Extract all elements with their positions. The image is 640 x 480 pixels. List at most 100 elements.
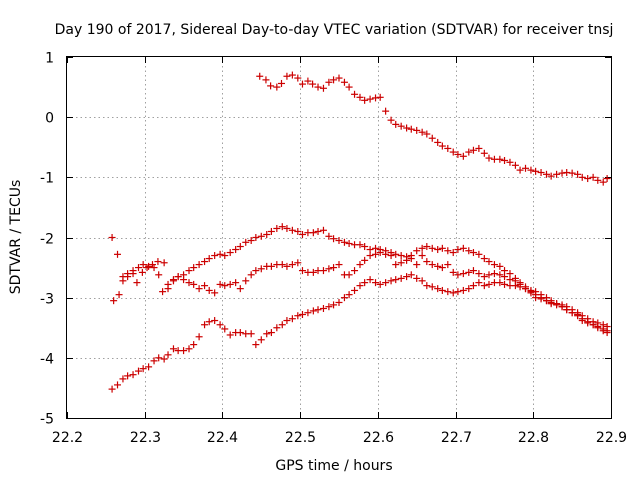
- data-point: [387, 116, 395, 124]
- data-point: [469, 267, 477, 275]
- y-tick-label: -1: [40, 171, 54, 187]
- data-point: [407, 125, 415, 133]
- y-tick-label: 1: [45, 51, 54, 67]
- data-point: [145, 363, 153, 371]
- x-tick-label: 22.6: [363, 430, 394, 446]
- y-tick-label: -2: [40, 232, 54, 248]
- data-point: [356, 282, 364, 290]
- data-point: [438, 286, 446, 294]
- data-point: [516, 166, 524, 174]
- data-point: [221, 282, 229, 290]
- x-tick-label: 22.9: [596, 430, 627, 446]
- data-point: [283, 317, 291, 325]
- data-point: [506, 276, 514, 284]
- data-point: [485, 271, 493, 279]
- data-point: [496, 262, 504, 270]
- data-point: [325, 78, 333, 86]
- data-point: [180, 347, 188, 355]
- data-point: [496, 155, 504, 163]
- x-tick-label: 22.8: [518, 430, 549, 446]
- data-point: [527, 166, 535, 174]
- data-point: [216, 250, 224, 258]
- data-point: [459, 152, 467, 160]
- data-point: [226, 249, 234, 257]
- data-point: [387, 249, 395, 257]
- data-point: [319, 267, 327, 275]
- data-point: [501, 267, 509, 275]
- data-point: [298, 80, 306, 88]
- data-point: [335, 261, 343, 269]
- y-axis-label: SDTVAR / TECUs: [8, 180, 24, 295]
- data-point: [190, 264, 198, 272]
- data-point: [376, 93, 384, 101]
- data-point: [304, 309, 312, 317]
- data-point: [330, 301, 338, 309]
- data-point: [345, 83, 353, 91]
- data-point: [115, 291, 123, 299]
- data-point: [345, 271, 353, 279]
- data-point: [267, 82, 275, 90]
- data-point: [397, 122, 405, 130]
- data-point: [283, 72, 291, 80]
- data-point: [547, 298, 555, 306]
- data-point: [190, 280, 198, 288]
- data-point: [114, 250, 122, 258]
- data-point: [516, 283, 524, 291]
- data-point: [298, 267, 306, 275]
- data-point: [403, 256, 411, 264]
- data-point: [511, 282, 519, 290]
- data-point: [574, 309, 582, 317]
- data-point: [434, 138, 442, 146]
- data-point: [205, 255, 213, 263]
- data-point: [423, 258, 431, 266]
- data-point: [496, 279, 504, 287]
- data-point: [278, 261, 286, 269]
- data-point: [164, 285, 172, 293]
- data-point: [527, 289, 535, 297]
- data-point: [366, 246, 374, 254]
- data-point: [309, 268, 317, 276]
- data-point: [340, 294, 348, 302]
- data-point: [372, 94, 380, 102]
- data-point: [403, 273, 411, 281]
- data-point: [164, 351, 172, 359]
- data-point: [522, 164, 530, 172]
- data-point: [418, 244, 426, 252]
- data-point: [361, 96, 369, 104]
- data-point: [428, 261, 436, 269]
- data-point: [501, 156, 509, 164]
- data-point: [226, 280, 234, 288]
- data-point: [568, 169, 576, 177]
- data-point: [454, 288, 462, 296]
- data-point: [584, 315, 592, 323]
- data-point: [428, 283, 436, 291]
- data-point: [267, 227, 275, 235]
- data-point: [603, 175, 611, 183]
- data-point: [444, 288, 452, 296]
- data-point: [407, 255, 415, 263]
- data-point: [236, 243, 244, 251]
- data-point: [247, 271, 255, 279]
- series-track-3: [110, 223, 611, 337]
- data-point: [537, 169, 545, 177]
- data-point: [542, 297, 550, 305]
- data-point: [108, 385, 116, 393]
- data-point: [283, 262, 291, 270]
- data-point: [340, 238, 348, 246]
- data-point: [522, 285, 530, 293]
- data-point: [155, 271, 163, 279]
- data-point: [413, 126, 421, 134]
- data-point: [465, 148, 473, 156]
- data-point: [542, 170, 550, 178]
- data-point: [263, 330, 271, 338]
- data-point: [444, 247, 452, 255]
- data-point: [356, 93, 364, 101]
- data-point: [134, 264, 142, 272]
- data-point: [428, 134, 436, 142]
- data-point: [247, 330, 255, 338]
- data-point: [330, 235, 338, 243]
- data-point: [480, 282, 488, 290]
- data-point: [382, 279, 390, 287]
- data-point: [232, 279, 240, 287]
- data-point: [283, 224, 291, 232]
